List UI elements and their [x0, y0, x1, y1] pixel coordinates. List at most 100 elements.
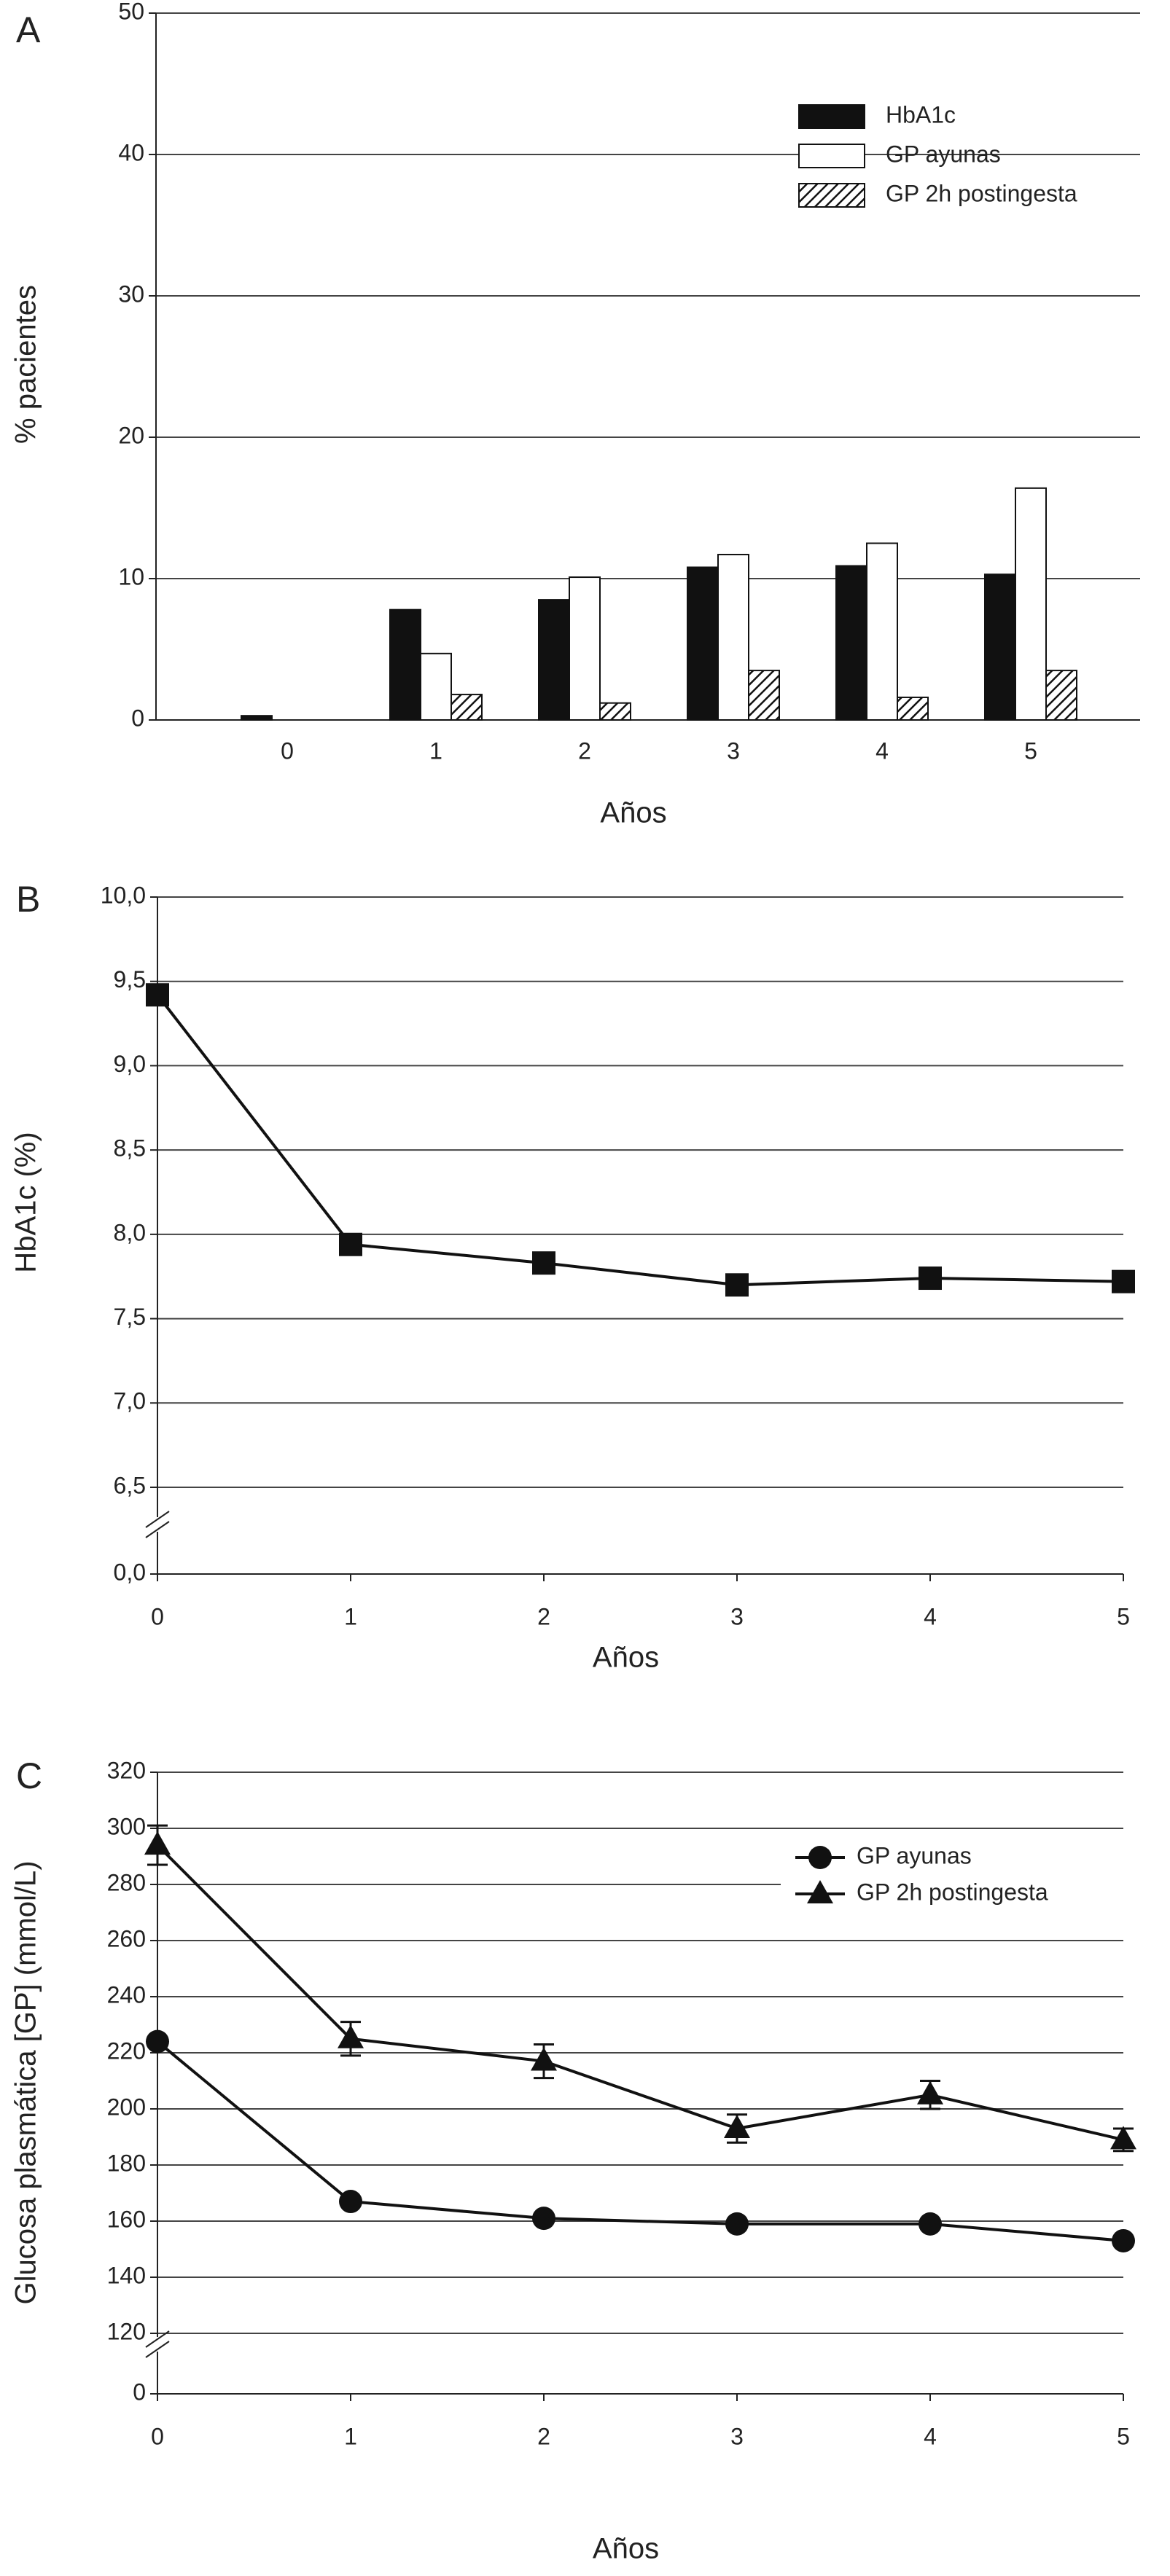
y-axis-title: Glucosa plasmática [GP] (mmol/L) [10, 1860, 42, 2304]
y-tick-label: 20 [118, 422, 144, 448]
bar [599, 702, 631, 721]
marker [917, 2080, 943, 2105]
legend-label: GP 2h postingesta [886, 180, 1077, 206]
marker [725, 1273, 749, 1297]
x-tick-label: 2 [537, 1603, 550, 1629]
bar [569, 576, 601, 721]
y-tick-label: 160 [107, 2206, 146, 2232]
y-tick-label: 9,0 [114, 1051, 146, 1077]
bar [241, 715, 273, 721]
y-tick-label: 9,5 [114, 966, 146, 993]
y-tick-label: 280 [107, 1869, 146, 1895]
marker [919, 1267, 942, 1291]
x-tick-label: 4 [924, 1603, 937, 1629]
legend-swatch [798, 104, 865, 129]
legend-marker [807, 1880, 833, 1903]
bar [389, 608, 421, 721]
marker [338, 2024, 364, 2048]
marker [146, 2029, 169, 2054]
y-tick-label: 140 [107, 2262, 146, 2288]
x-tick-label: 0 [151, 2423, 164, 2449]
x-tick-label: 5 [1117, 2423, 1130, 2449]
y-tick-label: 320 [107, 1757, 146, 1783]
series-line [156, 994, 1124, 1287]
x-tick-label: 3 [727, 737, 740, 764]
y-tick-label: 7,5 [114, 1304, 146, 1330]
x-axis-title: Años [600, 797, 666, 829]
legend-label: GP ayunas [886, 141, 1001, 167]
marker [1112, 2228, 1135, 2252]
legend-label: HbA1c [886, 101, 956, 128]
bar [897, 696, 929, 721]
y-tick-label: 260 [107, 1925, 146, 1951]
y-tick-label: 7,0 [114, 1388, 146, 1414]
x-tick-label: 0 [281, 737, 294, 764]
y-axis-title: % pacientes [10, 285, 42, 444]
axis-break [145, 2330, 170, 2348]
legend-swatch [798, 183, 865, 208]
bar [451, 694, 483, 721]
axis-break [145, 1511, 170, 1528]
x-tick-label: 5 [1117, 1603, 1130, 1629]
marker [1110, 2126, 1136, 2150]
y-tick-label: 300 [107, 1813, 146, 1839]
y-tick-label: 40 [118, 139, 144, 165]
bar [538, 599, 570, 721]
y-tick-label: 220 [107, 2037, 146, 2064]
bar [1045, 670, 1077, 721]
x-tick-label: 0 [151, 1603, 164, 1629]
y-axis-title: HbA1c (%) [10, 1132, 42, 1272]
panel-label: B [16, 879, 40, 920]
x-tick-label: 1 [429, 737, 442, 764]
marker [146, 983, 169, 1007]
bar [687, 566, 719, 721]
y-tick-label: 6,5 [114, 1472, 146, 1498]
marker [919, 2212, 942, 2236]
y-tick-label: 0,0 [114, 1559, 146, 1585]
y-tick-label: 240 [107, 1981, 146, 2008]
bar [717, 554, 749, 721]
axis-break [145, 1521, 170, 1538]
x-tick-label: 3 [730, 2423, 744, 2449]
marker [339, 2190, 362, 2214]
x-axis-title: Años [593, 1642, 659, 1674]
bar [984, 573, 1016, 721]
legend-label: GP ayunas [857, 1842, 972, 1868]
x-tick-label: 3 [730, 1603, 744, 1629]
marker [532, 2207, 555, 2231]
y-tick-label: 200 [107, 2094, 146, 2120]
y-tick-label: 30 [118, 281, 144, 307]
panel-label: C [16, 1755, 42, 1796]
bar [866, 542, 898, 721]
marker [725, 2212, 749, 2236]
y-tick-label: 0 [133, 2379, 146, 2405]
y-tick-label: 180 [107, 2150, 146, 2176]
y-tick-label: 120 [107, 2318, 146, 2344]
x-tick-label: 2 [537, 2423, 550, 2449]
series-line [156, 2040, 1124, 2242]
x-tick-label: 4 [924, 2423, 937, 2449]
y-tick-label: 10 [118, 563, 144, 590]
y-tick-label: 8,5 [114, 1135, 146, 1162]
legend-marker [808, 1846, 832, 1869]
marker [531, 2047, 557, 2071]
x-axis-title: Años [593, 2533, 659, 2565]
y-tick-label: 8,0 [114, 1219, 146, 1245]
marker [144, 1831, 171, 1855]
bar [1015, 487, 1047, 721]
bar [420, 652, 452, 721]
marker [339, 1232, 362, 1256]
x-tick-label: 4 [875, 737, 889, 764]
bar [835, 565, 867, 721]
x-tick-label: 2 [578, 737, 591, 764]
legend-swatch [798, 144, 865, 168]
legend-box [781, 1833, 1131, 1919]
x-tick-label: 1 [344, 1603, 357, 1629]
y-tick-label: 0 [131, 705, 144, 731]
bar [748, 670, 780, 721]
y-tick-label: 50 [118, 0, 144, 24]
marker [1112, 1269, 1135, 1293]
axis-break [145, 2341, 170, 2358]
x-tick-label: 5 [1024, 737, 1037, 764]
